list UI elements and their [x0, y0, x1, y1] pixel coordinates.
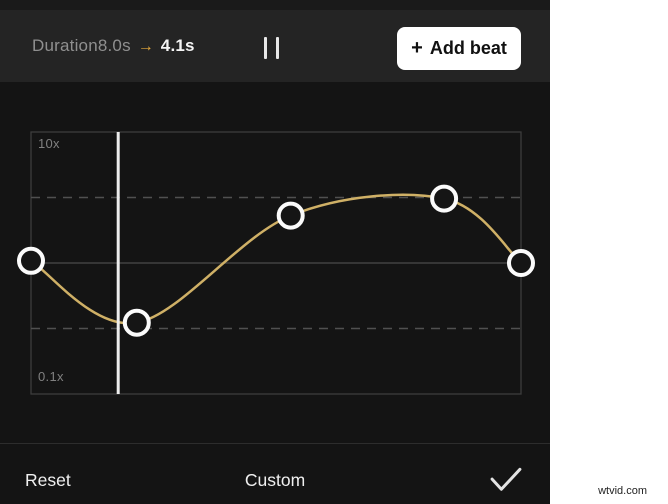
duration-info: Duration 8.0s → 4.1s: [32, 36, 195, 56]
add-beat-label: Add beat: [429, 38, 507, 58]
add-beat-button[interactable]: + Add beat: [397, 27, 521, 70]
curve-handle[interactable]: [507, 249, 535, 277]
duration-arrow-icon: →: [137, 38, 154, 55]
duration-label: Duration: [32, 36, 98, 55]
new-duration-value: 4.1s: [160, 36, 195, 55]
top-edge: [0, 0, 550, 10]
topbar: Duration 8.0s → 4.1s + Add beat: [0, 10, 550, 82]
pause-bar-icon: [264, 37, 267, 59]
curve-handle[interactable]: [430, 184, 459, 213]
original-duration-value: 8.0s: [97, 36, 131, 55]
pause-bar-icon: [276, 37, 279, 59]
curve-handle[interactable]: [122, 308, 151, 337]
reset-button[interactable]: Reset: [25, 469, 71, 490]
divider: [0, 443, 550, 444]
confirm-check-icon[interactable]: [489, 467, 523, 493]
curve-handles: [17, 184, 535, 337]
plus-icon: +: [411, 36, 423, 59]
watermark: wtvid.com: [598, 485, 647, 497]
footer: Reset Custom: [0, 462, 550, 498]
curve-handle[interactable]: [17, 246, 45, 275]
curve-handle[interactable]: [276, 201, 305, 230]
y-min-label: 0.1x: [38, 369, 64, 384]
mode-title: Custom: [244, 469, 306, 490]
pause-icon[interactable]: [264, 37, 288, 59]
speed-curve-editor[interactable]: [0, 0, 550, 504]
speed-curve: [30, 193, 522, 325]
y-max-label: 10x: [38, 136, 60, 151]
speed-editor-panel: Duration 8.0s → 4.1s + Add beat 10x 0.1x: [0, 0, 550, 504]
